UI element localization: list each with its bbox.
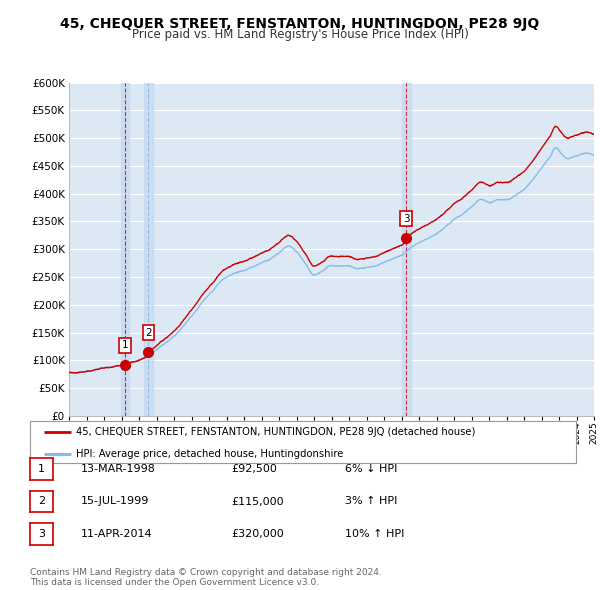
- Text: 3% ↑ HPI: 3% ↑ HPI: [345, 497, 397, 506]
- Text: 10% ↑ HPI: 10% ↑ HPI: [345, 529, 404, 539]
- Text: 13-MAR-1998: 13-MAR-1998: [81, 464, 156, 474]
- Bar: [121, 83, 130, 416]
- Text: 1: 1: [38, 464, 45, 474]
- Text: 45, CHEQUER STREET, FENSTANTON, HUNTINGDON, PE28 9JQ: 45, CHEQUER STREET, FENSTANTON, HUNTINGD…: [61, 17, 539, 31]
- Text: 45, CHEQUER STREET, FENSTANTON, HUNTINGDON, PE28 9JQ (detached house): 45, CHEQUER STREET, FENSTANTON, HUNTINGD…: [76, 427, 476, 437]
- Text: Contains HM Land Registry data © Crown copyright and database right 2024.
This d: Contains HM Land Registry data © Crown c…: [30, 568, 382, 587]
- Text: £92,500: £92,500: [231, 464, 277, 474]
- Text: Price paid vs. HM Land Registry's House Price Index (HPI): Price paid vs. HM Land Registry's House …: [131, 28, 469, 41]
- Bar: [144, 83, 153, 416]
- Text: 3: 3: [403, 214, 410, 224]
- Text: 11-APR-2014: 11-APR-2014: [81, 529, 152, 539]
- Text: £115,000: £115,000: [231, 497, 284, 506]
- Text: 2: 2: [145, 327, 152, 337]
- Text: 15-JUL-1999: 15-JUL-1999: [81, 497, 149, 506]
- Text: 1: 1: [122, 340, 128, 350]
- Text: 6% ↓ HPI: 6% ↓ HPI: [345, 464, 397, 474]
- Text: HPI: Average price, detached house, Huntingdonshire: HPI: Average price, detached house, Hunt…: [76, 449, 344, 459]
- Text: 2: 2: [38, 497, 45, 506]
- Text: 3: 3: [38, 529, 45, 539]
- Bar: [402, 83, 411, 416]
- Text: £320,000: £320,000: [231, 529, 284, 539]
